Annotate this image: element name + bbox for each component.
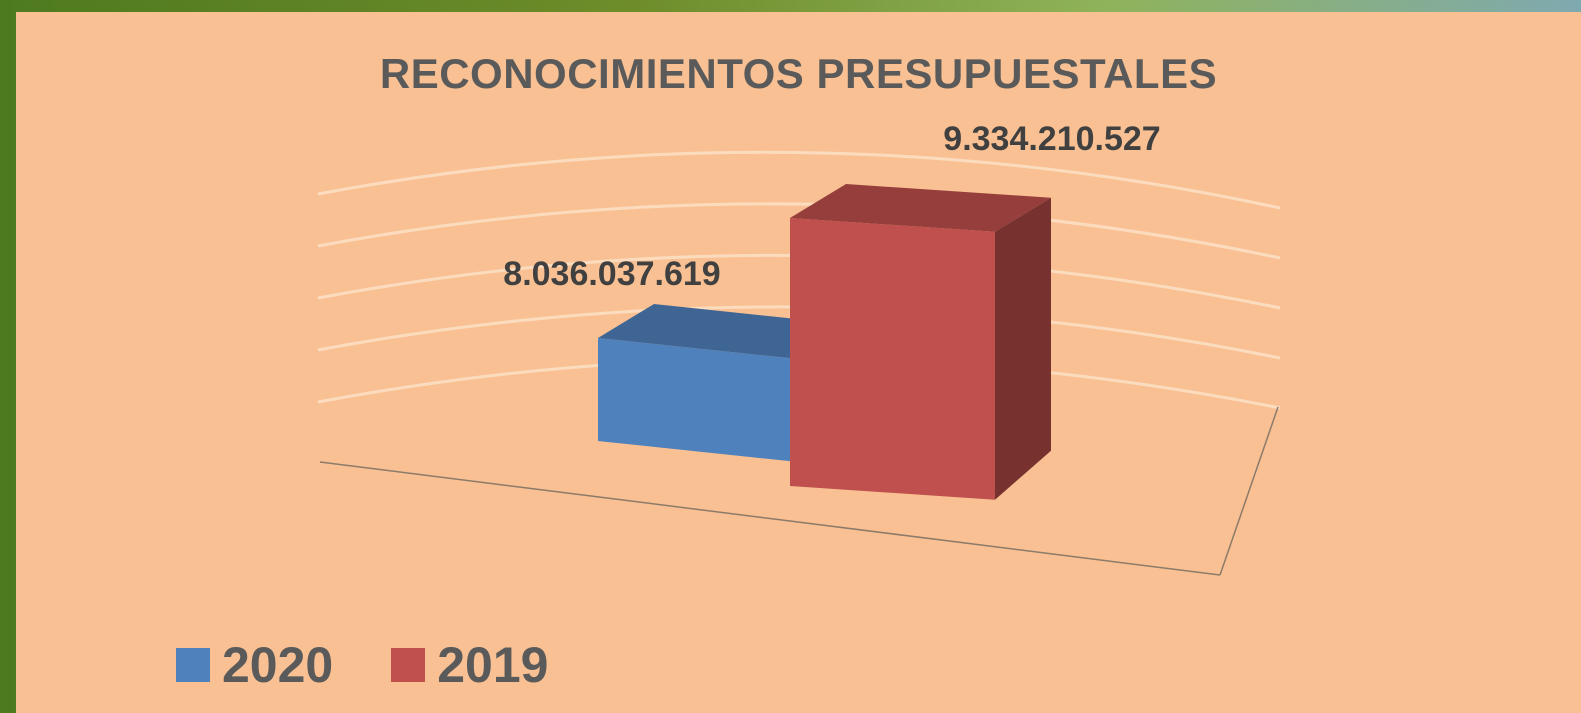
chart-title: RECONOCIMIENTOS PRESUPUESTALES [379,50,1218,97]
legend-item-2019: 2019 [391,640,548,690]
floor-side-edge [1219,406,1279,576]
gridline [317,150,1281,210]
bar-top-2020 [598,304,846,359]
chart-legend: 2020 2019 [176,640,548,690]
bar-side-2019 [995,197,1051,500]
legend-label-2020: 2020 [222,637,334,693]
legend-swatch-2020 [176,648,210,682]
data-label-2019: 9.334.210.527 [943,120,1160,158]
data-label-2020: 8.036.037.619 [503,255,720,293]
floor-front-edge [319,461,1221,576]
legend-swatch-2019 [391,648,426,682]
bar-front-2019 [790,218,995,500]
gridline [317,202,1281,260]
legend-item-2020: 2020 [176,640,333,690]
legend-label-2019: 2019 [437,637,549,693]
bar-top-2019 [790,184,1051,232]
bar-front-2020 [598,338,790,462]
